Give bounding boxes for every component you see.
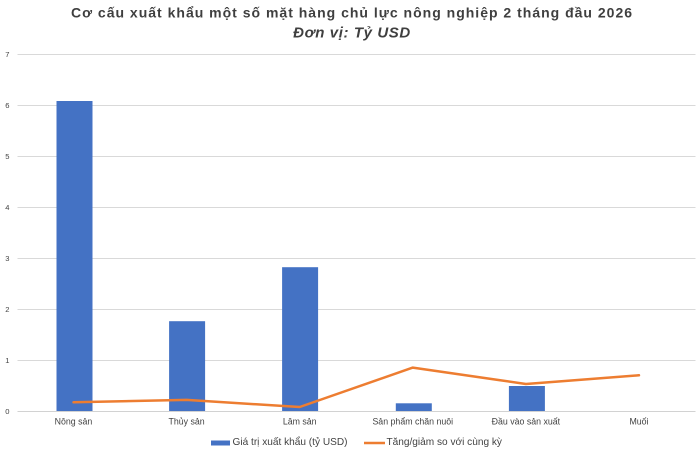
svg-text:Giá trị xuất khẩu (tỷ USD): Giá trị xuất khẩu (tỷ USD) [233, 436, 348, 448]
svg-text:Đầu vào sản xuất: Đầu vào sản xuất [492, 417, 561, 427]
svg-text:4: 4 [5, 203, 9, 212]
svg-text:Tăng/giảm so với cùng kỳ: Tăng/giảm so với cùng kỳ [387, 437, 503, 448]
svg-text:Nông sản: Nông sản [55, 417, 93, 427]
svg-text:6: 6 [5, 101, 9, 110]
svg-text:2: 2 [5, 305, 9, 314]
svg-text:Lâm sản: Lâm sản [283, 417, 317, 427]
svg-text:Đơn vị: Tỷ USD: Đơn vị: Tỷ USD [293, 25, 411, 42]
svg-text:Sản phẩm chăn nuôi: Sản phẩm chăn nuôi [372, 417, 453, 427]
svg-text:5: 5 [5, 152, 9, 161]
svg-text:0: 0 [5, 407, 9, 416]
svg-text:Thủy sản: Thủy sản [169, 417, 205, 427]
svg-text:7: 7 [5, 50, 9, 59]
svg-text:Cơ cấu xuất khẩu một số mặt hà: Cơ cấu xuất khẩu một số mặt hàng chủ lực… [71, 5, 633, 21]
svg-text:3: 3 [5, 254, 9, 263]
svg-text:1: 1 [5, 356, 9, 365]
svg-text:Muối: Muối [629, 417, 648, 427]
